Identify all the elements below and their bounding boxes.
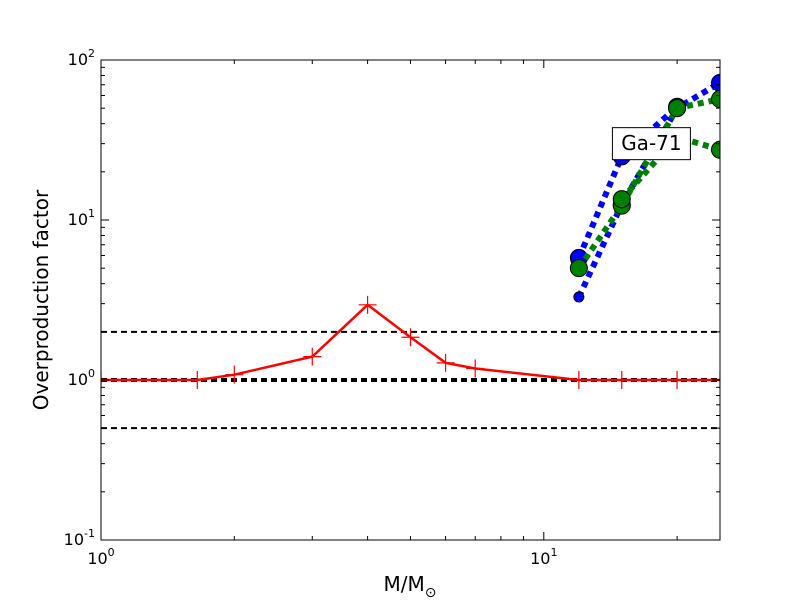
data-point [711, 90, 720, 109]
data-point [303, 347, 322, 366]
y-tick-label: 102 [68, 47, 95, 69]
annotation-frame [611, 127, 691, 161]
data-point [668, 371, 687, 389]
series-line [576, 96, 720, 270]
annotation-box: Ga-71 [611, 127, 691, 161]
x-tick-label: 100 [87, 546, 114, 568]
data-point [711, 73, 720, 92]
data-point [569, 371, 588, 389]
x-axis-label: M/M⊙ [384, 572, 437, 600]
y-tick-label: 101 [68, 207, 95, 229]
data-point [466, 359, 485, 378]
data-point [573, 291, 585, 303]
series-1 [573, 73, 720, 303]
data-point [711, 140, 720, 159]
plot-frame [100, 59, 721, 541]
series-line [619, 133, 720, 202]
data-point [358, 295, 377, 314]
data-point [225, 365, 244, 384]
data-point [612, 371, 631, 389]
data-point [436, 353, 455, 372]
y-tick-label: 10-1 [64, 527, 95, 549]
annotation-label: Ga-71 [621, 131, 681, 155]
y-tick-label: 100 [68, 367, 95, 389]
data-point [569, 259, 588, 278]
data-point [612, 190, 631, 209]
x-tick-label: 101 [530, 546, 557, 568]
data-point [668, 99, 687, 118]
data-point [188, 371, 207, 389]
series-line [576, 80, 720, 299]
series-layer [101, 73, 720, 389]
series-3 [569, 90, 720, 278]
series-0 [101, 295, 720, 389]
series-line [101, 303, 720, 382]
y-axis-label: Overproduction factor [29, 189, 53, 410]
data-point [401, 328, 420, 347]
